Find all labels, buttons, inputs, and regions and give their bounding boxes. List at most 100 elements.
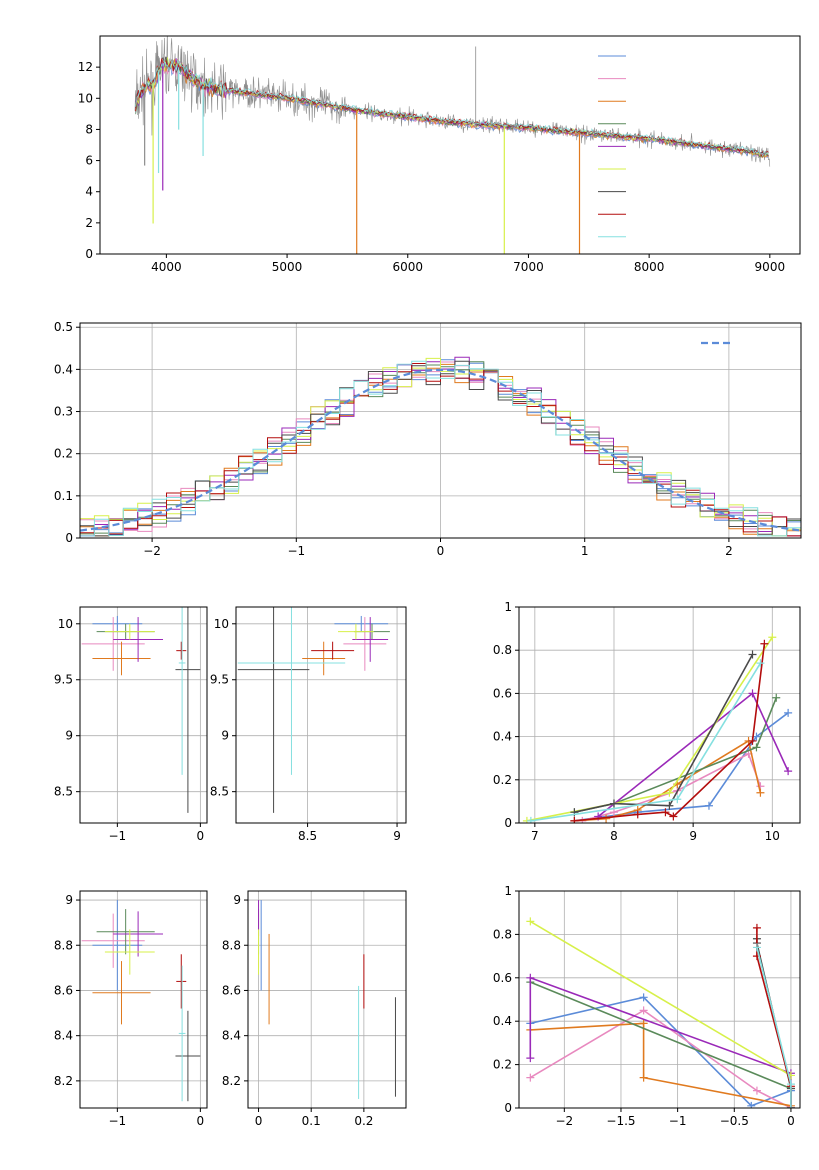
series-marker xyxy=(639,1006,648,1015)
weight-series-5 xyxy=(526,973,795,1108)
weight-series-2 xyxy=(526,1006,795,1108)
y-tick-label: 10 xyxy=(58,617,73,631)
y-tick-label: 0.2 xyxy=(493,1058,512,1072)
x-tick-label: 7 xyxy=(531,829,539,843)
series-marker xyxy=(526,1054,535,1063)
error-point-9 xyxy=(178,965,186,1102)
error-point-2 xyxy=(343,617,387,671)
weight-series-6 xyxy=(522,633,777,823)
y-tick-label: 8.8 xyxy=(54,938,73,952)
weight-series-5 xyxy=(594,689,793,821)
series-line xyxy=(529,981,792,1108)
plot-area xyxy=(134,36,771,254)
series-marker xyxy=(609,808,618,817)
series-marker xyxy=(752,923,761,932)
plot-area xyxy=(237,607,390,813)
x-tick-label: 0 xyxy=(437,544,445,558)
error-point-3 xyxy=(92,641,151,676)
error-point-9 xyxy=(237,607,346,775)
axes-frame xyxy=(247,890,407,1109)
legend xyxy=(598,55,626,238)
x-tick-label: −2 xyxy=(555,1114,573,1128)
series-marker xyxy=(748,650,757,659)
series-line xyxy=(529,920,792,1077)
weight-series-1 xyxy=(526,993,795,1108)
series-marker xyxy=(661,808,670,817)
error-point-8 xyxy=(176,954,187,1009)
plot-area xyxy=(81,607,201,813)
series-marker xyxy=(704,801,713,810)
y-tick-label: 8.4 xyxy=(54,1029,73,1043)
axes-frame xyxy=(518,890,801,1109)
y-tick-label: 9.5 xyxy=(54,673,73,687)
plot-area xyxy=(522,633,793,823)
x-tick-label: 8.5 xyxy=(298,829,317,843)
y-tick-label: 9 xyxy=(233,893,241,907)
x-tick-label: 0 xyxy=(197,829,205,843)
series-marker xyxy=(570,816,579,823)
error-point-3 xyxy=(302,641,346,676)
error-point-1 xyxy=(92,615,143,632)
series-marker xyxy=(665,801,674,810)
y-tick-label: 9 xyxy=(65,893,73,907)
series-marker xyxy=(747,1101,756,1108)
histogram-9 xyxy=(80,360,801,537)
panel-residuals: −2 −1 0 1 2 0 0.1 0.2 0.3 0.4 0.5 xyxy=(54,320,802,558)
y-tick-label: 6 xyxy=(85,154,93,168)
x-tick-label: 0.1 xyxy=(302,1114,321,1128)
y-tick-label: 10 xyxy=(214,617,229,631)
x-tick-label: 2 xyxy=(725,544,733,558)
y-tick-label: 0.1 xyxy=(54,489,73,503)
y-tick-label: 9.5 xyxy=(210,673,229,687)
y-tick-label: 8.5 xyxy=(54,785,73,799)
series-marker xyxy=(772,693,781,702)
x-tick-label: 9 xyxy=(393,829,401,843)
series-marker xyxy=(526,917,535,926)
error-point-7 xyxy=(237,607,310,813)
y-tick-label: 8.2 xyxy=(54,1074,73,1088)
y-tick-label: 8.4 xyxy=(222,1029,241,1043)
error-point-6 xyxy=(104,929,155,975)
weight-series-8 xyxy=(570,639,769,823)
error-point-6 xyxy=(104,623,155,640)
x-tick-label: 9000 xyxy=(755,260,786,274)
x-tick-label: 10 xyxy=(765,829,780,843)
series-marker xyxy=(639,993,648,1002)
x-tick-label: 9 xyxy=(689,829,697,843)
error-point-8 xyxy=(311,641,355,660)
series-marker xyxy=(752,1086,761,1095)
series-marker xyxy=(665,788,674,797)
x-tick-label: 0 xyxy=(197,1114,205,1128)
series-line xyxy=(530,1022,792,1107)
y-tick-label: 9 xyxy=(221,729,229,743)
weight-series-9 xyxy=(526,659,765,823)
error-point-5 xyxy=(352,617,389,662)
y-tick-label: 0.3 xyxy=(54,405,73,419)
observed-spectrum xyxy=(134,36,771,167)
x-tick-label: 0.2 xyxy=(354,1114,373,1128)
series-marker xyxy=(748,736,757,745)
series-marker xyxy=(602,814,611,823)
y-tick-label: 8.6 xyxy=(54,983,73,997)
x-tick-label: −1.5 xyxy=(606,1114,635,1128)
error-point-6 xyxy=(338,623,374,640)
y-tick-label: 8.5 xyxy=(210,785,229,799)
panel-spectrum: 4000 5000 6000 7000 8000 9000 0 2 4 6 8 10 12 xyxy=(78,35,801,274)
axes-frame xyxy=(99,35,801,255)
y-tick-label: 8.2 xyxy=(222,1074,241,1088)
normal-reference-curve xyxy=(80,368,801,532)
model-spectrum-9 xyxy=(135,58,769,156)
panel-weight-vs-age: 7 8 9 10 0 0.2 0.4 0.6 0.8 1 xyxy=(493,600,801,843)
weight-series-9 xyxy=(752,943,795,1108)
series-marker xyxy=(669,812,678,821)
axes-frame xyxy=(79,606,208,824)
weight-series-1 xyxy=(570,708,793,823)
y-tick-label: 1 xyxy=(504,600,512,614)
plot-area xyxy=(80,356,801,537)
x-tick-label: −2 xyxy=(143,544,161,558)
y-tick-label: 0.5 xyxy=(54,320,73,334)
y-tick-label: 2 xyxy=(85,216,93,230)
error-point-1 xyxy=(334,615,389,632)
panel-age-vs-mass: 8.5 9 8.5 9 9.5 10 xyxy=(210,606,407,843)
